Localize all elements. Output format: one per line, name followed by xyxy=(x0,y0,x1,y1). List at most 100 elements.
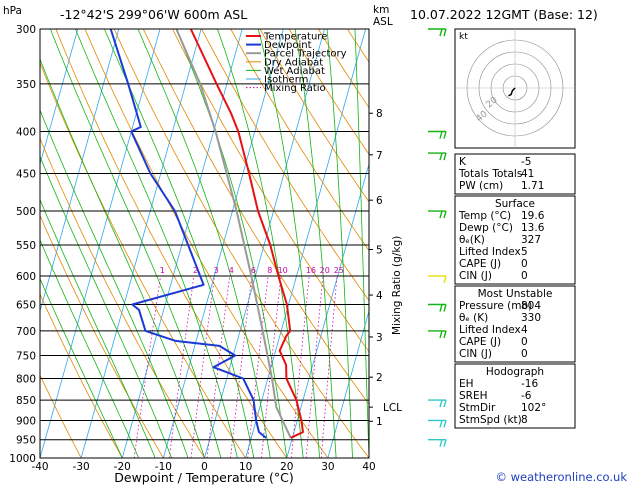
table-row-label: θₑ (K) xyxy=(459,312,488,324)
table-row-label: Lifted Index xyxy=(459,324,521,336)
table-row-value: -6 xyxy=(521,390,532,402)
date-label: 10.07.2022 12GMT (Base: 12) xyxy=(410,7,598,22)
pressure-tick-600: 600 xyxy=(16,271,36,283)
table-row-label: StmDir xyxy=(459,402,496,414)
table-row-value: 0 xyxy=(521,258,528,270)
mixing-ratio-value-labels: 1 2 3 4 6 8 10 16 20 25 xyxy=(160,266,344,275)
dry-adiabat-line xyxy=(230,29,369,252)
pressure-tick-300: 300 xyxy=(16,24,36,36)
mixing-ratio-line xyxy=(230,275,253,458)
isotherm-line xyxy=(80,29,202,458)
wind-barb-icon xyxy=(428,303,447,312)
pressure-tick-1000: 1000 xyxy=(9,453,36,465)
table-row-value: 327 xyxy=(521,234,541,246)
isotherm-line xyxy=(40,29,161,458)
table-section-3 xyxy=(454,363,576,429)
table-section-title: Hodograph xyxy=(486,366,544,378)
table-row-label: SREH xyxy=(459,390,488,402)
mixing-ratio-value-6: 6 xyxy=(251,266,256,275)
pressure-tick-900: 900 xyxy=(16,415,36,427)
table-row-value: 804 xyxy=(521,300,541,312)
isotherm-line xyxy=(286,162,369,458)
wind-barb-icon xyxy=(428,275,447,284)
mixing-ratio-line xyxy=(261,275,282,458)
profile-series xyxy=(109,29,304,439)
temp-tick--40: -40 xyxy=(31,461,48,473)
table-row-label: PW (cm) xyxy=(459,180,503,192)
table-row-label: Totals Totals xyxy=(458,168,522,180)
km-tick-label-1: 1 xyxy=(376,416,383,428)
dry-adiabat-line xyxy=(259,29,369,203)
isotherm-line xyxy=(162,29,284,458)
wet-adiabat-line xyxy=(354,29,369,458)
temp-tick-20: 20 xyxy=(280,461,293,473)
pressure-tick-550: 550 xyxy=(16,240,36,252)
dry-adiabat-line xyxy=(55,29,288,458)
table-section-title: Surface xyxy=(495,198,535,210)
series-dewpoint xyxy=(109,29,267,439)
lcl-label: LCL xyxy=(383,402,402,414)
wind-barb-icon xyxy=(428,152,447,161)
x-axis-label: Dewpoint / Temperature (°C) xyxy=(114,470,293,485)
km-tick-label-5: 5 xyxy=(376,244,383,256)
table-row-value: 41 xyxy=(521,168,534,180)
km-tick-label-3: 3 xyxy=(376,332,383,344)
dry-adiabat-line xyxy=(201,29,369,302)
table-row-value: 5 xyxy=(521,246,528,258)
km-tick-label-2: 2 xyxy=(376,372,383,384)
legend-label-3: Dry Adiabat xyxy=(264,57,323,68)
mixing-ratio-line xyxy=(206,275,231,458)
km-tick-label-7: 7 xyxy=(376,150,383,162)
hodograph-unit-label: kt xyxy=(459,32,468,42)
pressure-tick-350: 350 xyxy=(16,79,36,91)
table-row-value: 19.6 xyxy=(521,210,545,222)
wind-barb-icon xyxy=(428,399,447,408)
mixing-ratio-line xyxy=(168,275,195,458)
mixing-ratio-value-16: 16 xyxy=(306,266,316,275)
km-label: km xyxy=(373,4,389,16)
dry-adiabat-line xyxy=(581,29,629,458)
pressure-tick-400: 400 xyxy=(16,127,36,139)
isotherm-line xyxy=(327,309,369,458)
isotherm-line xyxy=(245,29,367,458)
table-row-value: 330 xyxy=(521,312,541,324)
table-row-label: CAPE (J) xyxy=(459,336,501,348)
wind-barb-icon xyxy=(428,210,447,219)
table-row-value: 0 xyxy=(521,270,528,282)
wind-barbs xyxy=(428,28,447,447)
table-row-label: EH xyxy=(459,378,474,390)
legend-label-5: Isotherm xyxy=(264,75,308,86)
table-row-label: Lifted Index xyxy=(459,246,521,258)
mixing-ratio-value-10: 10 xyxy=(278,266,288,275)
legend-label-6: Mixing Ratio xyxy=(264,83,326,94)
table-row-label: CAPE (J) xyxy=(459,258,501,270)
dry-adiabat-line xyxy=(40,374,82,458)
y-unit-label: hPa xyxy=(3,5,22,17)
table-row-value: 13.6 xyxy=(521,222,545,234)
table-row-label: θₑ(K) xyxy=(459,234,485,246)
pressure-tick-750: 750 xyxy=(16,350,36,362)
temp-tick-0: 0 xyxy=(201,461,208,473)
legend-label-2: Parcel Trajectory xyxy=(264,49,347,60)
mixing-ratio-value-8: 8 xyxy=(267,266,272,275)
legend-label-0: Temperature xyxy=(263,32,327,43)
mixing-ratio-line xyxy=(291,275,310,458)
pressure-tick-950: 950 xyxy=(16,435,36,447)
km-tick-label-4: 4 xyxy=(376,290,383,302)
table-row-label: K xyxy=(459,156,467,168)
temp-tick--20: -20 xyxy=(114,461,131,473)
hodograph-trace xyxy=(508,87,516,97)
table-row-label: StmSpd (kt) xyxy=(459,414,522,426)
pressure-tick-850: 850 xyxy=(16,395,36,407)
mixing-ratio-value-4: 4 xyxy=(229,266,234,275)
isotherm-line xyxy=(204,29,325,458)
mixing-ratio-value-25: 25 xyxy=(334,266,344,275)
temp-tick--10: -10 xyxy=(155,461,172,473)
pressure-tick-500: 500 xyxy=(16,206,36,218)
table-section-0 xyxy=(454,153,576,195)
asl-label: ASL xyxy=(373,16,393,28)
